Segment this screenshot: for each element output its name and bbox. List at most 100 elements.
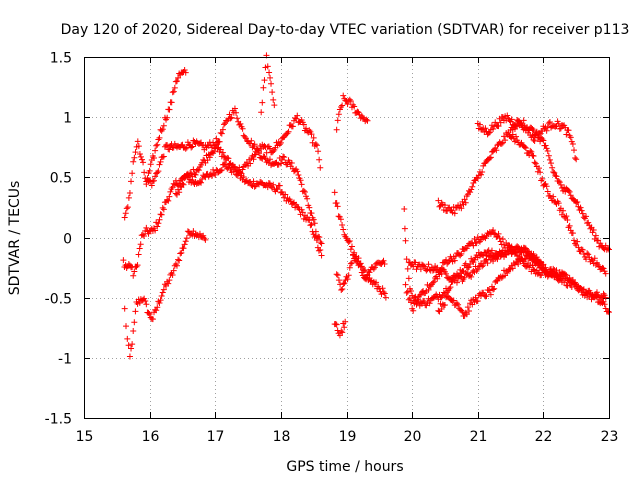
data-point [310,134,317,141]
data-point [464,264,471,271]
data-point [345,272,352,279]
data-point [496,235,503,242]
data-point [180,245,187,252]
data-point [526,126,533,133]
data-point [121,214,128,221]
data-point [504,112,511,119]
data-point [317,239,324,246]
data-point [154,141,161,148]
data-point [347,260,354,267]
data-point [584,250,591,257]
data-point [491,230,498,237]
data-point [155,168,162,175]
y-axis-label: SDTVAR / TECUs [7,181,23,296]
data-point [221,121,227,128]
data-point [347,246,354,253]
data-point [300,121,307,128]
data-point [429,279,436,286]
data-point [218,167,225,174]
data-point [270,96,277,103]
data-point [565,127,572,134]
data-point [164,142,171,149]
data-point [551,169,558,176]
data-point [165,280,172,287]
data-point [550,193,557,200]
data-point [335,111,342,118]
data-point [546,118,553,125]
data-point [335,277,342,284]
data-point [376,285,383,292]
data-point [182,174,189,181]
data-point [304,195,311,202]
y-tick-label: -0.5 [45,292,72,308]
data-point [160,286,167,293]
data-point [471,235,478,242]
data-point [234,115,241,122]
data-point [346,96,353,103]
data-point [301,188,308,195]
data-point [358,263,365,270]
data-point [282,191,289,198]
data-point [478,171,485,178]
data-point [486,287,493,294]
data-point [217,146,224,153]
data-point [219,126,226,133]
data-point [137,153,144,160]
data-point [573,199,580,206]
data-point [575,244,582,251]
data-point [550,168,557,175]
data-point [192,171,199,178]
data-point [469,183,476,190]
data-point [555,200,562,207]
data-point [350,252,357,259]
data-point [425,286,432,293]
data-point [362,267,369,274]
data-point [490,227,497,234]
data-point [310,216,317,223]
data-point [557,181,564,188]
data-point [166,146,173,153]
data-points [120,52,612,360]
data-point [298,206,305,213]
data-point [363,116,370,123]
data-point [600,265,607,272]
data-point [474,298,481,305]
data-point [426,300,433,307]
data-point [122,210,129,217]
data-point [143,224,150,231]
data-point [313,142,320,149]
data-point [139,231,146,238]
data-point [486,129,493,136]
data-point [534,134,541,141]
data-point [497,119,504,126]
data-point [306,204,313,211]
data-point [466,307,472,314]
data-point [237,169,244,176]
data-point [342,318,349,325]
data-point [429,267,436,274]
data-point [458,307,465,314]
data-point [557,273,564,280]
data-point [441,202,448,209]
data-point [566,188,573,195]
data-point [476,121,483,128]
data-point [563,131,570,138]
data-point [569,141,576,147]
data-point [309,139,316,146]
data-point [124,335,131,342]
data-point [299,209,306,216]
data-point [334,327,341,334]
data-point [600,298,607,305]
chart-title: Day 120 of 2020, Sidereal Day-to-day VTE… [61,22,630,38]
data-point [485,130,492,137]
y-tick-label: -1.5 [45,412,72,428]
data-point [578,246,585,253]
data-point [225,155,232,162]
data-series [333,92,371,133]
data-point [258,109,265,116]
data-point [170,267,177,274]
data-point [572,154,579,161]
x-tick-labels: 15 16 17 18 19 20 21 22 23 [76,429,619,445]
data-point [332,321,339,328]
data-point [602,294,609,301]
